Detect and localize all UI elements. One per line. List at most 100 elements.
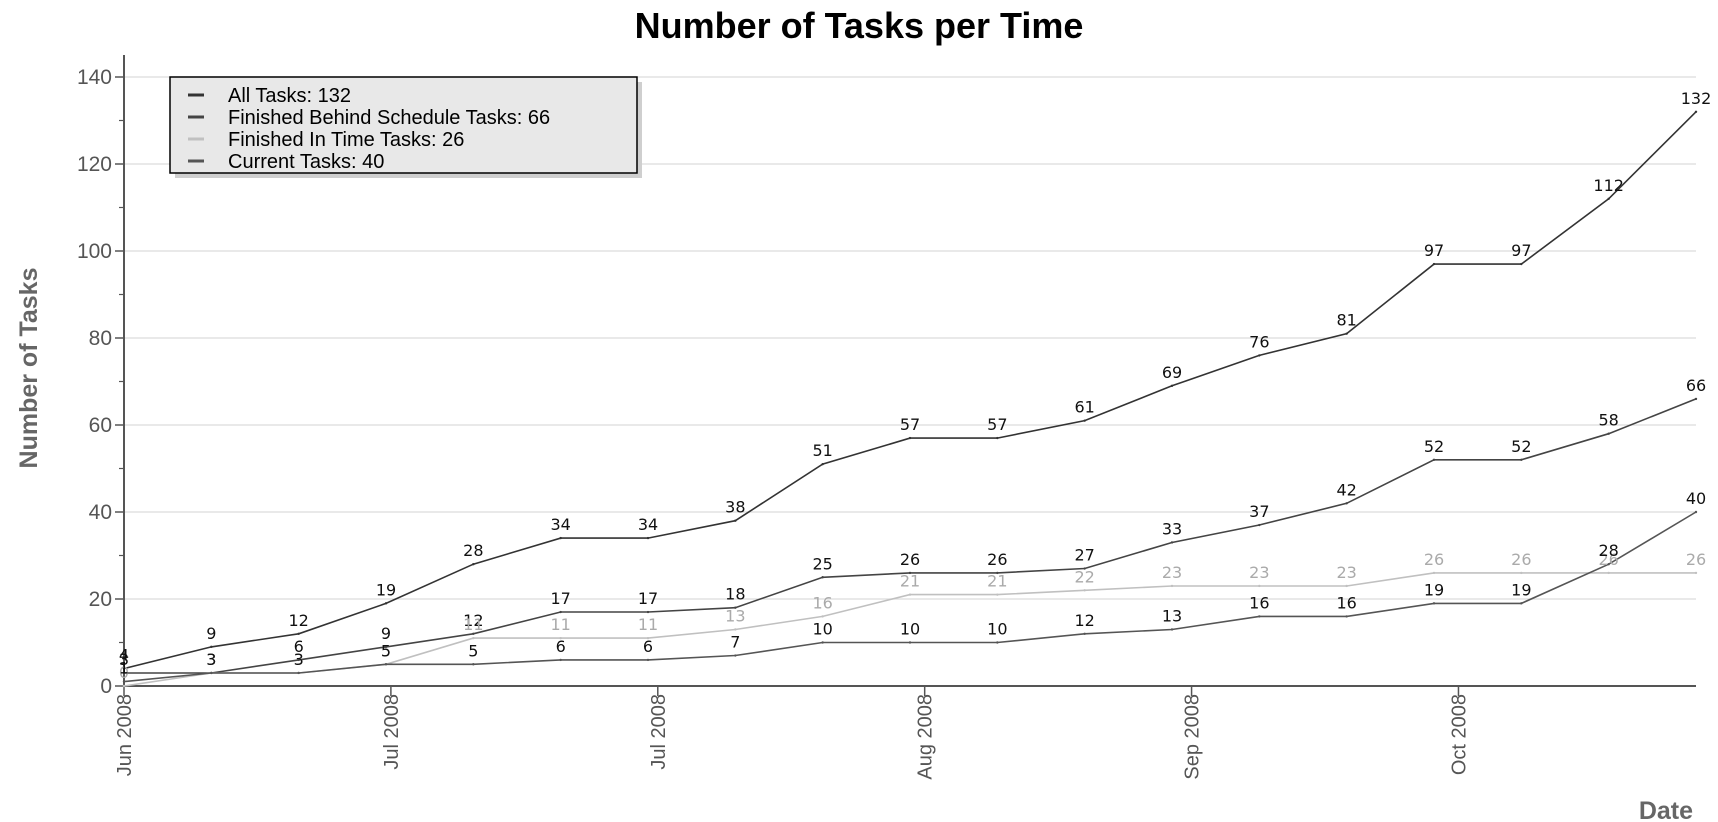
data-label-intime: 21 (987, 572, 1007, 591)
data-label-all: 69 (1162, 363, 1182, 382)
x-tick-label: Aug 2008 (915, 694, 937, 780)
data-label-current: 12 (1074, 611, 1094, 630)
data-label-all: 76 (1249, 332, 1269, 351)
data-point-current (646, 658, 650, 662)
legend-label-behind: Finished Behind Schedule Tasks: 66 (228, 107, 550, 129)
data-point-intime (1694, 571, 1698, 575)
data-label-intime: 26 (1686, 550, 1706, 569)
data-point-all (1258, 354, 1261, 357)
data-label-all: 34 (638, 515, 658, 534)
data-point-all (1607, 197, 1610, 200)
series-layer (122, 110, 1698, 688)
series-line-current (123, 511, 1697, 683)
data-label-current: 1 (119, 659, 129, 678)
data-label-behind: 6 (294, 637, 304, 656)
data-point-behind (1694, 397, 1698, 401)
data-label-intime: 13 (725, 606, 745, 625)
data-label-behind: 12 (463, 611, 483, 630)
data-point-intime (996, 593, 999, 596)
data-point-intime (734, 628, 737, 631)
data-point-behind (472, 632, 475, 635)
data-point-all (210, 645, 213, 649)
data-label-intime: 11 (463, 615, 483, 634)
data-point-current (384, 663, 388, 666)
data-point-behind (734, 606, 737, 609)
chart-title: Number of Tasks per Time (635, 5, 1084, 46)
data-label-current: 40 (1686, 489, 1706, 508)
data-point-all (297, 632, 300, 635)
data-point-all (734, 519, 737, 522)
data-label-current: 16 (1249, 593, 1269, 612)
data-point-intime (1345, 584, 1348, 588)
data-label-current: 10 (900, 620, 920, 639)
legend-label-current: Current Tasks: 40 (228, 151, 384, 173)
data-point-behind (1607, 432, 1610, 435)
data-label-all: 81 (1336, 311, 1356, 330)
data-point-behind (384, 645, 388, 649)
data-point-intime (1520, 571, 1523, 575)
data-point-intime (1083, 589, 1086, 592)
data-point-current (1083, 632, 1086, 635)
data-label-all: 12 (288, 611, 308, 630)
x-tick-label: Jun 2008 (114, 694, 136, 776)
data-point-current (1432, 602, 1436, 605)
data-label-current: 7 (730, 633, 740, 652)
data-point-intime (1432, 571, 1436, 575)
data-label-all: 132 (1681, 89, 1712, 108)
data-label-intime: 16 (812, 593, 832, 612)
data-label-intime: 3 (294, 650, 304, 669)
data-label-behind: 18 (725, 585, 745, 604)
data-point-all (472, 563, 475, 566)
data-point-behind (821, 576, 824, 579)
data-label-current: 5 (468, 641, 478, 660)
data-label-intime: 21 (900, 572, 920, 591)
data-point-behind (122, 671, 126, 675)
data-label-intime: 3 (206, 650, 216, 669)
data-point-current (1258, 615, 1261, 618)
data-point-all (1432, 262, 1436, 266)
data-point-behind (1170, 541, 1174, 544)
data-label-current: 10 (987, 620, 1007, 639)
data-label-current: 10 (812, 620, 832, 639)
data-point-behind (646, 610, 650, 614)
data-point-current (1694, 510, 1698, 514)
data-label-all: 97 (1424, 241, 1444, 260)
y-tick-label: 140 (77, 66, 112, 89)
data-point-current (210, 671, 213, 675)
data-label-intime: 26 (1424, 550, 1444, 569)
data-label-behind: 26 (987, 550, 1007, 569)
data-label-behind: 3 (119, 650, 129, 669)
data-label-behind: 25 (812, 554, 832, 573)
data-label-current: 6 (643, 637, 653, 656)
data-label-intime: 22 (1074, 567, 1094, 586)
y-axis-title: Number of Tasks (15, 268, 43, 469)
data-label-all: 4 (119, 646, 129, 665)
data-label-intime: 5 (381, 641, 391, 660)
data-point-all (1083, 419, 1086, 422)
data-label-behind: 33 (1162, 519, 1182, 538)
data-point-behind (1345, 502, 1348, 505)
data-label-current: 3 (206, 650, 216, 669)
data-point-behind (559, 610, 562, 614)
data-label-all: 57 (900, 415, 920, 434)
x-tick-label: Jul 2008 (381, 694, 403, 770)
data-point-current (472, 663, 475, 666)
data-label-behind: 17 (550, 589, 570, 608)
data-point-all (122, 667, 126, 670)
data-label-all: 19 (376, 580, 396, 599)
data-point-all (908, 436, 912, 440)
data-point-intime (646, 636, 650, 640)
y-tick-label: 20 (89, 588, 112, 611)
data-label-all: 38 (725, 498, 745, 517)
data-label-behind: 58 (1598, 411, 1618, 430)
data-label-intime: 11 (550, 615, 570, 634)
data-point-current (821, 641, 824, 644)
data-label-current: 28 (1598, 541, 1618, 560)
data-label-all: 57 (987, 415, 1007, 434)
data-label-behind: 3 (206, 650, 216, 669)
data-label-all: 112 (1593, 176, 1624, 195)
